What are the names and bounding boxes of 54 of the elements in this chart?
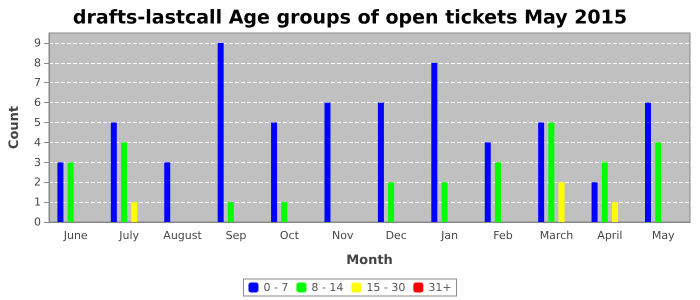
x-tick-label: March xyxy=(540,229,574,242)
y-tick-label: 7 xyxy=(34,76,41,90)
x-tick-label: August xyxy=(163,229,202,242)
bar xyxy=(602,162,608,222)
x-tick-label: Jan xyxy=(440,229,458,242)
x-axis-title: Month xyxy=(346,253,393,268)
bar xyxy=(655,142,662,222)
bar xyxy=(484,142,491,222)
bar xyxy=(378,102,384,222)
y-tick-label: 5 xyxy=(34,116,41,130)
bar xyxy=(218,42,224,222)
x-tick-label: Sep xyxy=(226,229,246,242)
y-tick-label: 9 xyxy=(34,36,41,50)
y-axis-title: Count xyxy=(7,106,22,150)
bar xyxy=(388,182,394,222)
y-tick-label: 6 xyxy=(34,96,41,110)
bar xyxy=(68,162,74,222)
bar xyxy=(442,182,448,222)
x-tick-label: Oct xyxy=(280,229,300,242)
bar xyxy=(110,122,117,222)
bar xyxy=(494,162,501,222)
legend-label: 15 - 30 xyxy=(366,281,406,294)
legend-label: 0 - 7 xyxy=(263,281,288,294)
chart-title: drafts-lastcall Age groups of open tickets May 2015 xyxy=(72,6,628,28)
y-tick-label: 3 xyxy=(34,156,41,169)
x-tick-label: April xyxy=(597,229,622,242)
bar xyxy=(644,102,651,222)
bar xyxy=(281,202,288,222)
bar xyxy=(164,162,170,222)
x-tick-label: June xyxy=(62,229,88,242)
bar xyxy=(324,102,330,222)
x-tick-label: May xyxy=(652,229,676,242)
bar xyxy=(121,142,128,222)
x-tick-label: Nov xyxy=(332,229,354,242)
y-tick-label: 4 xyxy=(34,136,41,149)
bar xyxy=(271,122,278,222)
y-tick-label: 1 xyxy=(34,196,41,209)
legend-label: 31+ xyxy=(428,281,452,294)
y-tick-label: 0 xyxy=(34,216,41,228)
x-tick-label: Dec xyxy=(386,229,407,242)
y-tick-label: 8 xyxy=(34,56,41,70)
bar xyxy=(592,182,598,222)
bar xyxy=(228,202,234,222)
bar xyxy=(57,162,64,222)
bar xyxy=(548,122,554,222)
x-tick-label: Feb xyxy=(493,229,513,242)
bar xyxy=(538,122,544,222)
bar xyxy=(612,202,618,222)
bar xyxy=(431,62,438,222)
x-tick-label: July xyxy=(118,229,140,242)
bar xyxy=(558,182,565,222)
bar xyxy=(131,202,138,222)
legend-label: 8 - 14 xyxy=(311,281,344,294)
y-tick-label: 2 xyxy=(34,176,41,189)
